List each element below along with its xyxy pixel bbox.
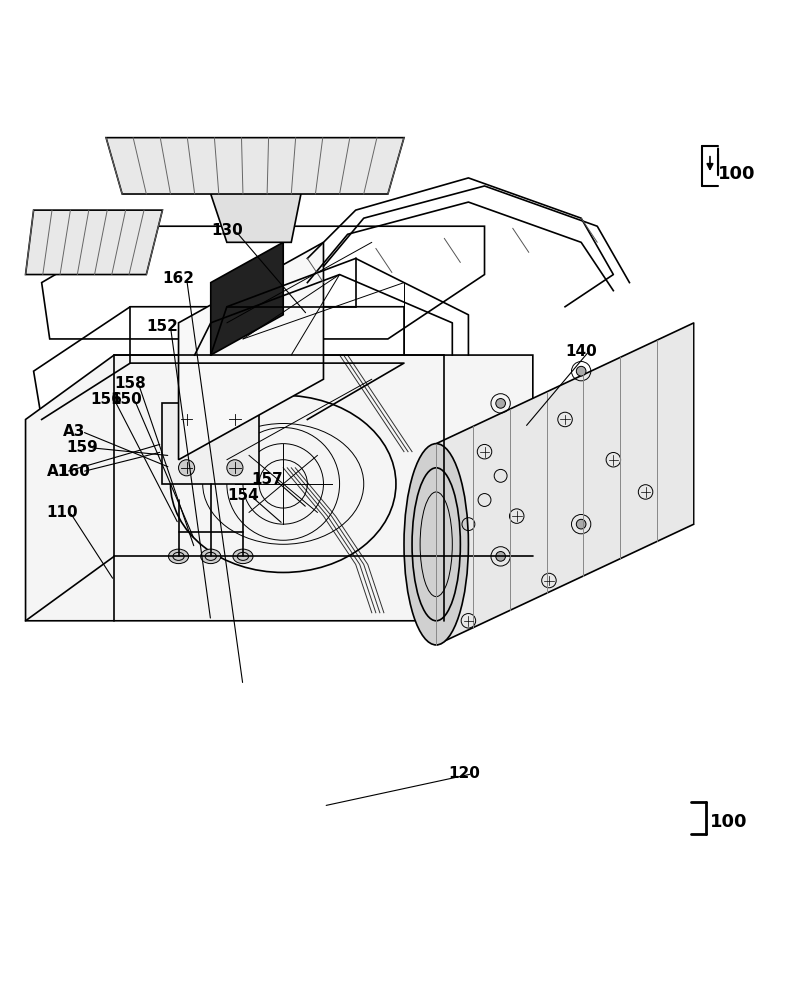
Text: 157: 157 [251, 472, 283, 487]
Ellipse shape [169, 549, 188, 564]
Polygon shape [26, 210, 162, 275]
Text: 150: 150 [111, 392, 142, 407]
Text: 160: 160 [58, 464, 90, 479]
Polygon shape [26, 355, 532, 621]
Text: 100: 100 [710, 813, 747, 831]
Polygon shape [179, 242, 323, 460]
Circle shape [227, 460, 243, 476]
Text: 156: 156 [90, 392, 122, 407]
Text: 130: 130 [211, 223, 242, 238]
Text: 154: 154 [227, 488, 259, 503]
Text: 140: 140 [566, 344, 597, 359]
Text: 158: 158 [115, 376, 146, 391]
Polygon shape [211, 162, 307, 242]
Text: 110: 110 [46, 505, 78, 520]
Polygon shape [162, 403, 259, 484]
Polygon shape [106, 138, 404, 194]
Text: 100: 100 [718, 165, 755, 183]
Ellipse shape [233, 549, 253, 564]
Text: 120: 120 [448, 766, 480, 781]
Text: 159: 159 [66, 440, 98, 455]
Circle shape [227, 411, 243, 428]
Circle shape [179, 460, 195, 476]
Circle shape [496, 552, 506, 561]
Polygon shape [436, 323, 694, 645]
Polygon shape [211, 242, 284, 355]
Text: 162: 162 [162, 271, 195, 286]
Text: A1: A1 [47, 464, 69, 479]
Text: 152: 152 [146, 319, 179, 334]
Text: A3: A3 [63, 424, 85, 439]
Ellipse shape [404, 444, 469, 645]
Circle shape [576, 366, 586, 376]
Circle shape [576, 519, 586, 529]
Circle shape [179, 411, 195, 428]
Ellipse shape [200, 549, 221, 564]
Circle shape [496, 399, 506, 408]
